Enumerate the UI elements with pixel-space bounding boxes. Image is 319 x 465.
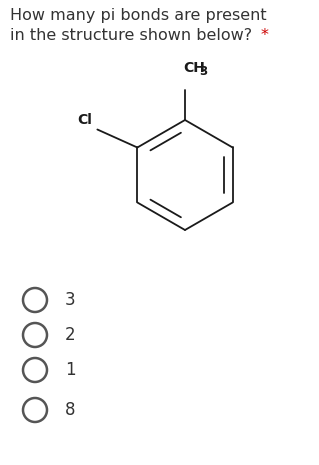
Text: 2: 2 xyxy=(65,326,76,344)
Text: *: * xyxy=(261,28,269,43)
Text: 1: 1 xyxy=(65,361,76,379)
Text: How many pi bonds are present: How many pi bonds are present xyxy=(10,8,267,23)
Text: 8: 8 xyxy=(65,401,76,419)
Text: 3: 3 xyxy=(199,65,207,78)
Text: CH: CH xyxy=(183,61,205,75)
Text: Cl: Cl xyxy=(78,113,93,127)
Text: in the structure shown below?: in the structure shown below? xyxy=(10,28,257,43)
Text: 3: 3 xyxy=(65,291,76,309)
